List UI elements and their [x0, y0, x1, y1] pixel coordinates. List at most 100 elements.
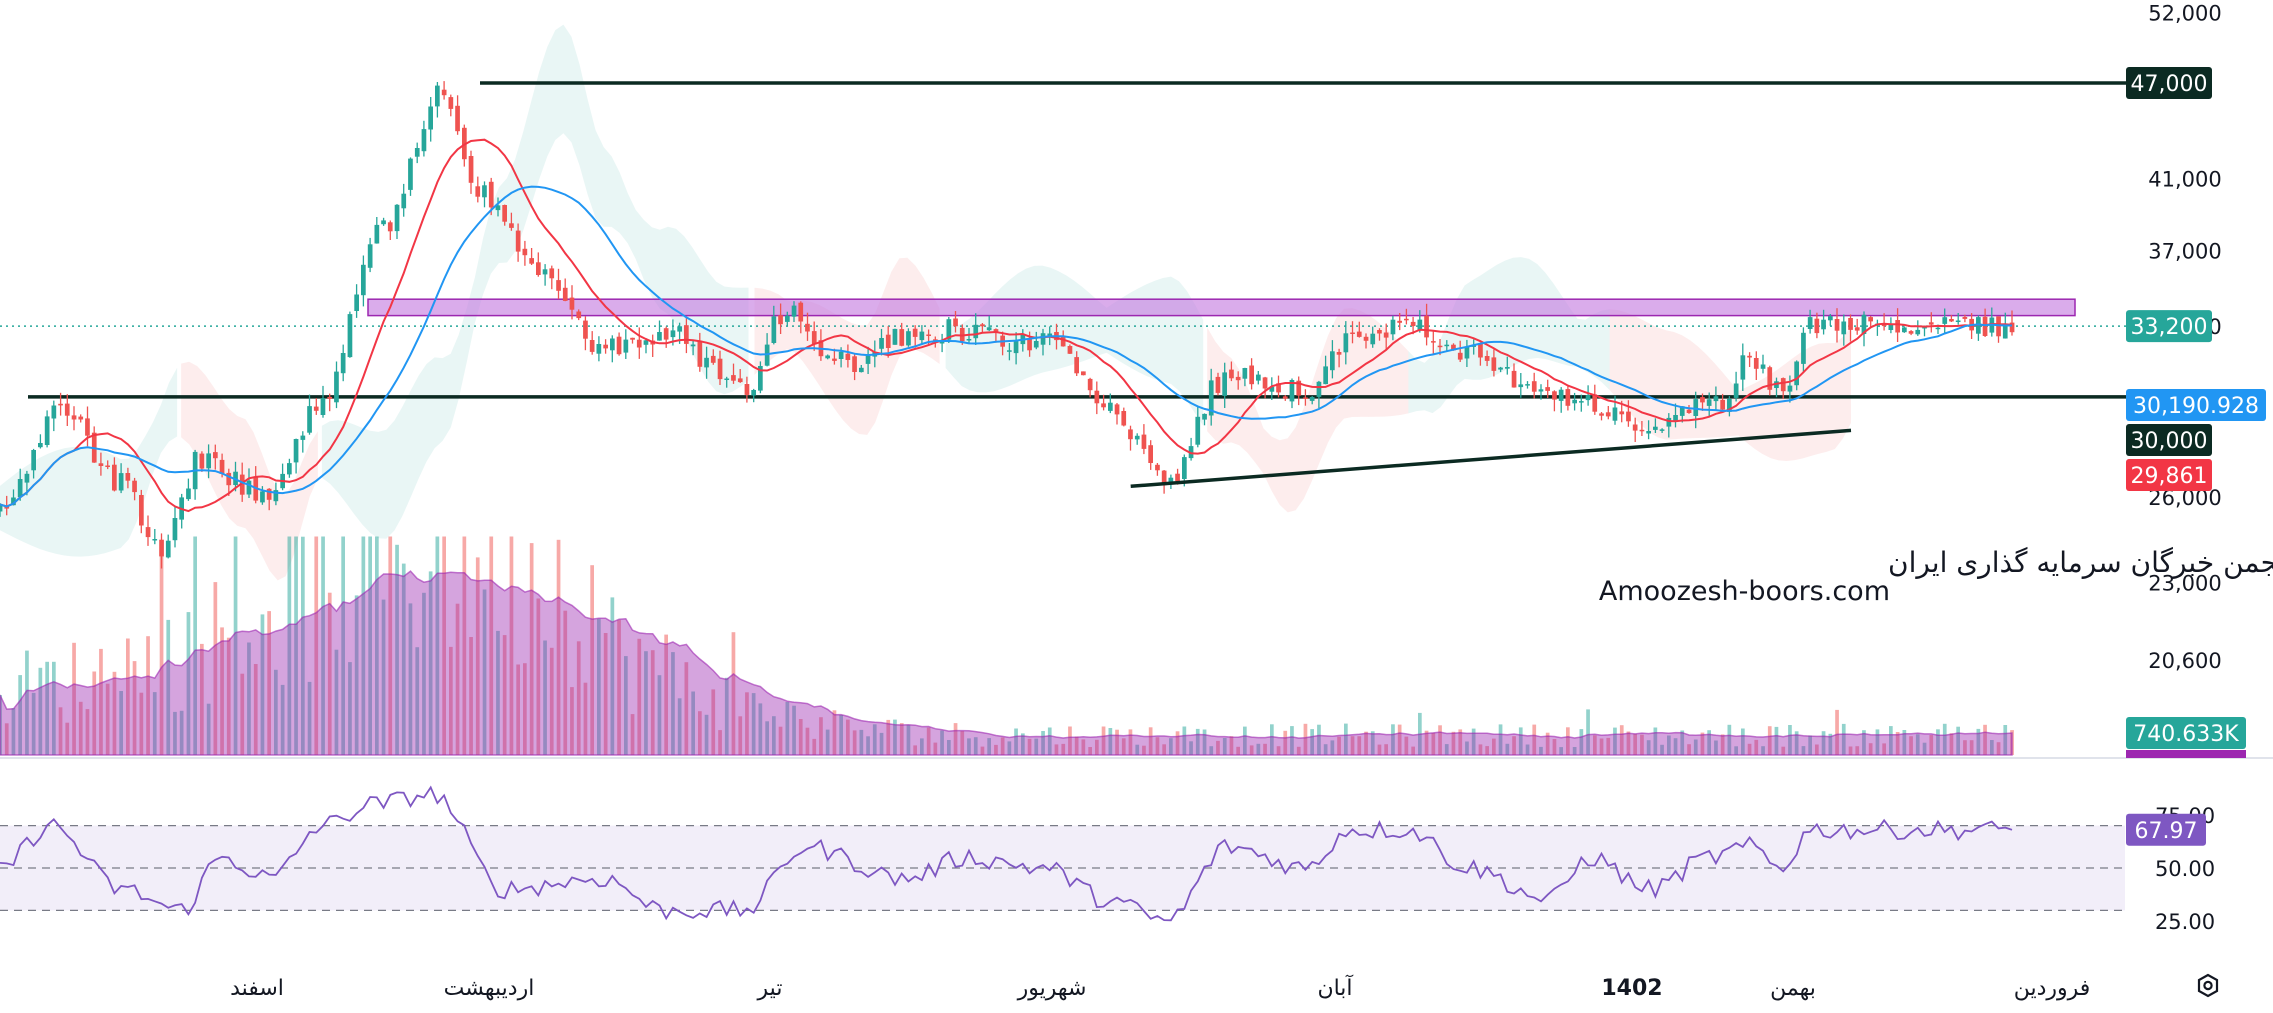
candle-body [2002, 323, 2008, 339]
volume-bar [307, 681, 312, 755]
candle-body [58, 403, 63, 406]
volume-bar [1364, 731, 1368, 755]
candle-body [307, 406, 312, 433]
volume-bar [650, 650, 655, 755]
volume-bar [152, 692, 157, 755]
candle-body [334, 371, 339, 403]
volume-bar [1741, 728, 1745, 755]
candle-body [1269, 386, 1275, 392]
volume-bar [1411, 746, 1415, 755]
volume-bar [253, 664, 258, 755]
badge-label: 30,000 [2131, 429, 2208, 454]
volume-bar [1021, 733, 1025, 755]
volume-bar [1559, 747, 1563, 755]
volume-bar [1983, 724, 1987, 755]
volume-bar [1222, 738, 1227, 755]
rsi-pane [0, 785, 2125, 922]
volume-bar [819, 717, 823, 755]
volume-bar [1646, 740, 1651, 755]
price-badge: 30,190.928 [2126, 389, 2266, 421]
volume-bar [718, 730, 722, 755]
candle-body [1780, 378, 1786, 392]
candle-body [1928, 322, 1934, 325]
candle-body [1491, 357, 1497, 371]
volume-bar [45, 661, 49, 755]
volume-bar [213, 582, 218, 755]
candle-body [845, 353, 851, 360]
volume-bar [657, 675, 662, 755]
candle-body [435, 85, 440, 107]
volume-bar [1148, 727, 1153, 755]
candle-body [44, 416, 50, 445]
candle-body [320, 398, 326, 415]
candle-body [206, 453, 211, 469]
candle-body [374, 224, 380, 244]
volume-bar [926, 727, 931, 755]
candle-body [1431, 341, 1436, 343]
resistance-zone [367, 298, 2076, 317]
cloud-segment-2 [321, 24, 604, 539]
volume-bar [1841, 723, 1846, 755]
volume-bar [523, 663, 527, 755]
candle-body [1262, 377, 1268, 389]
volume-bar [1101, 726, 1106, 755]
candle-body [1222, 372, 1227, 396]
candle-body [488, 181, 494, 208]
candle-body [724, 378, 730, 380]
candle-body [381, 220, 386, 225]
candle-body [1350, 332, 1355, 334]
candle-body [300, 435, 306, 440]
volume-bar [1889, 726, 1893, 755]
candle-body [1612, 407, 1618, 421]
volume-bar [1296, 746, 1301, 755]
volume-bar [314, 536, 319, 755]
price-axis[interactable]: 52,00041,00037,00033,20026,00023,00020,6… [2148, 1, 2221, 744]
candle-body [1639, 429, 1645, 432]
volume-bar [1236, 746, 1240, 755]
volume-bar [489, 536, 494, 755]
candle-body [1175, 473, 1180, 481]
volume-bar [1545, 732, 1550, 755]
volume-bar [200, 643, 204, 755]
badge-bg [2126, 424, 2212, 456]
candle-body [798, 302, 804, 322]
candle-body [1033, 341, 1039, 348]
volume-bar [610, 597, 615, 755]
volume-bar [1586, 709, 1590, 755]
time-label: بهمن [1770, 976, 1816, 1001]
volume-bar [1963, 740, 1967, 755]
candle-body [906, 331, 911, 346]
volume-bar [294, 536, 298, 755]
candle-body [643, 340, 649, 345]
candle-body [293, 439, 299, 463]
candle-body [1579, 401, 1584, 403]
candle-body [529, 258, 534, 264]
candle-body [1955, 320, 1961, 322]
candle-body [145, 527, 151, 538]
price-badge: 29,861 [2126, 459, 2212, 491]
badge-bg [2126, 813, 2206, 846]
settings-icon[interactable] [2197, 973, 2219, 998]
candle-body [838, 351, 844, 359]
time-label: اسفند [230, 976, 284, 1001]
candle-body [616, 336, 622, 355]
volume-bar [31, 692, 36, 755]
volume-bar [1000, 737, 1005, 755]
volume-bar [624, 656, 628, 755]
volume-bar [38, 667, 43, 755]
candle-body [64, 403, 70, 416]
watermark: انجمن خبرگان سرمایه گذاری ایران Amoozesh… [1599, 546, 2273, 607]
volume-bar [502, 635, 507, 755]
badge-label: 33,200 [2131, 315, 2208, 340]
volume-bar [1431, 732, 1436, 755]
candle-body [1451, 344, 1456, 351]
volume-moving-average [0, 570, 2013, 756]
volume-bar [1142, 745, 1146, 755]
volume-bar [1976, 728, 1981, 755]
time-axis[interactable]: اسفند اردیبهشت تیر شهریور آبان 1402 بهمن فروردی… [230, 974, 2090, 1001]
candle-body [1148, 445, 1153, 463]
candle-body [1942, 317, 1948, 324]
volume-bar [792, 705, 796, 755]
candle-body [1646, 431, 1651, 434]
